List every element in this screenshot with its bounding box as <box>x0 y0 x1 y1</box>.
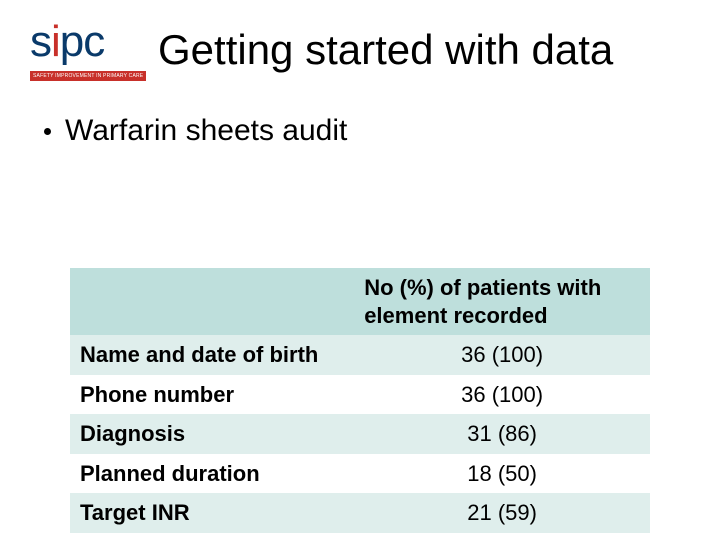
table-header-empty <box>70 268 354 335</box>
logo-text-part1: s <box>30 17 51 66</box>
row-label: Name and date of birth <box>70 335 354 375</box>
bullet-text: Warfarin sheets audit <box>65 114 347 148</box>
table-header-row: No (%) of patients with element recorded <box>70 268 650 335</box>
bullet-dot-icon <box>44 128 51 135</box>
sipc-logo: sipc SAFETY IMPROVEMENT IN PRIMARY CARE <box>30 20 150 82</box>
table-header-label: No (%) of patients with element recorded <box>354 268 650 335</box>
table-row: Planned duration 18 (50) <box>70 454 650 494</box>
table-row: Target INR 21 (59) <box>70 493 650 533</box>
row-value: 18 (50) <box>354 454 650 494</box>
logo-text: sipc <box>30 20 150 64</box>
logo-tagline: SAFETY IMPROVEMENT IN PRIMARY CARE <box>30 71 146 81</box>
row-value: 36 (100) <box>354 375 650 415</box>
row-label: Target INR <box>70 493 354 533</box>
table-row: Name and date of birth 36 (100) <box>70 335 650 375</box>
row-value: 21 (59) <box>354 493 650 533</box>
row-label: Diagnosis <box>70 414 354 454</box>
row-label: Planned duration <box>70 454 354 494</box>
audit-table: No (%) of patients with element recorded… <box>70 268 650 533</box>
row-label: Phone number <box>70 375 354 415</box>
table-row: Diagnosis 31 (86) <box>70 414 650 454</box>
row-value: 31 (86) <box>354 414 650 454</box>
logo-dot: i <box>51 20 60 64</box>
page-title: Getting started with data <box>158 26 613 74</box>
table-row: Phone number 36 (100) <box>70 375 650 415</box>
row-value: 36 (100) <box>354 335 650 375</box>
bullet-item: Warfarin sheets audit <box>44 114 347 148</box>
logo-text-part2: pc <box>60 17 104 66</box>
